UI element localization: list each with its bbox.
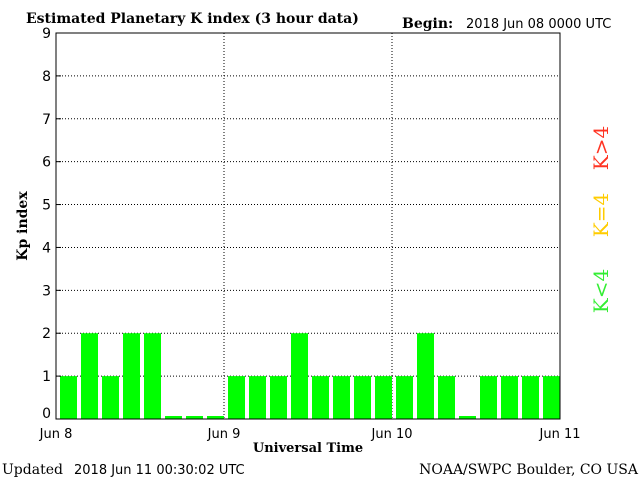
y-tick-label: 8: [42, 69, 51, 85]
kp-bar: [291, 333, 308, 419]
y-tick-label: 4: [42, 240, 51, 256]
legend: K<4 K=4 K>4: [589, 126, 613, 313]
kp-bar: [417, 333, 434, 419]
legend-entry: K=4: [589, 193, 613, 237]
kp-bar: [228, 376, 245, 419]
kp-bar: [438, 376, 455, 419]
y-tick-label: 9: [42, 26, 51, 42]
y-tick-label: 7: [42, 112, 51, 128]
kp-bar: [270, 376, 287, 419]
kp-bar: [459, 416, 476, 419]
begin-value: 2018 Jun 08 0000 UTC: [466, 17, 611, 32]
plot-frame: [55, 32, 561, 420]
kp-bar: [312, 376, 329, 419]
x-tick-labels: Jun 8 Jun 9 Jun 10 Jun 11: [39, 427, 581, 442]
kp-bar: [81, 333, 98, 419]
kp-bar: [102, 376, 119, 419]
kp-bar: [480, 376, 497, 419]
y-tick-label: 0: [42, 406, 51, 422]
credit-text: NOAA/SWPC Boulder, CO USA: [419, 462, 639, 478]
y-tick-labels: 0 1 2 3 4 5 6 7 8 9: [42, 26, 61, 422]
x-tick-label: Jun 10: [371, 427, 413, 442]
kp-bar: [144, 333, 161, 419]
kp-bar: [186, 416, 203, 419]
legend-entry: K>4: [589, 126, 613, 170]
kp-bar: [123, 333, 140, 419]
kp-bar: [354, 376, 371, 419]
kp-bar: [501, 376, 518, 419]
kp-bar: [333, 376, 350, 419]
y-tick-label: 1: [42, 369, 51, 385]
x-tick-label: Jun 8: [39, 427, 73, 442]
x-axis-label: Universal Time: [253, 441, 363, 456]
kp-bar: [396, 376, 413, 419]
kp-bar: [375, 376, 392, 419]
y-axis-label: Kp index: [15, 191, 31, 261]
x-tick-label: Jun 9: [207, 427, 241, 442]
chart-title: Estimated Planetary K index (3 hour data…: [26, 11, 359, 27]
kp-bar: [522, 376, 539, 419]
bars: [60, 333, 560, 419]
begin-label: Begin:: [402, 16, 453, 32]
x-tick-label: Jun 11: [539, 427, 581, 442]
legend-entry: K<4: [589, 269, 613, 313]
updated-label: Updated: [2, 462, 63, 478]
kp-bar: [543, 376, 560, 419]
kp-bar: [60, 376, 77, 419]
updated-value: 2018 Jun 11 00:30:02 UTC: [74, 463, 245, 478]
kp-bar: [249, 376, 266, 419]
y-tick-label: 3: [42, 283, 51, 299]
kp-bar: [165, 416, 182, 419]
kp-bar: [207, 416, 224, 419]
y-tick-label: 6: [42, 155, 51, 171]
y-tick-label: 5: [42, 198, 51, 214]
y-tick-label: 2: [42, 326, 51, 342]
